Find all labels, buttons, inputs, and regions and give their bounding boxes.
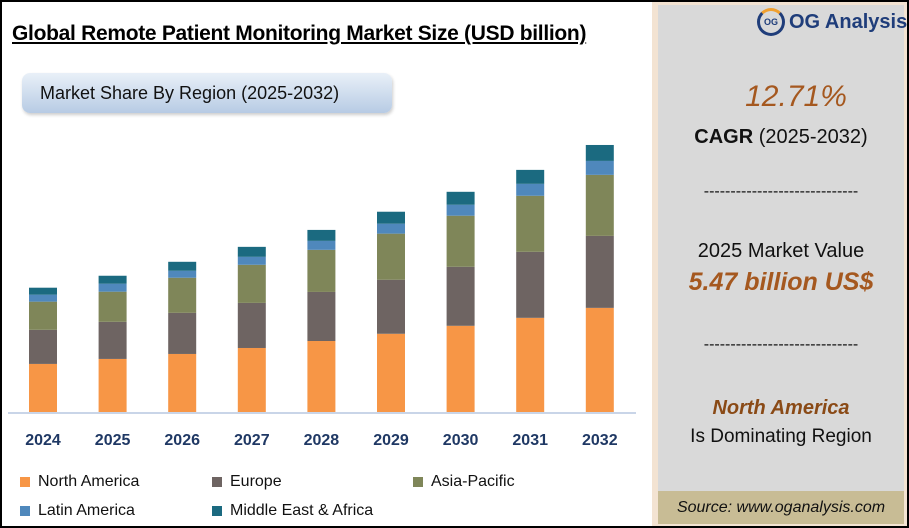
bar-segment-asia-pacific-2024 bbox=[29, 301, 57, 330]
legend-item-europe: Europe bbox=[212, 473, 282, 491]
x-tick-label: 2024 bbox=[25, 432, 61, 449]
subtitle-pill: Market Share By Region (2025-2032) bbox=[22, 73, 392, 113]
cagr-value: 12.71% bbox=[745, 80, 847, 113]
og-analysis-logo: OG OG Analysis bbox=[757, 8, 907, 36]
bar-segment-latin-america-2030 bbox=[446, 204, 475, 216]
bar-segment-middle-east-africa-2030 bbox=[446, 191, 475, 205]
bar-segment-north-america-2028 bbox=[307, 341, 336, 412]
bar-segment-latin-america-2032 bbox=[585, 160, 614, 175]
bar-segment-asia-pacific-2029 bbox=[377, 233, 405, 280]
bar-segment-latin-america-2027 bbox=[237, 256, 266, 265]
bar-segment-asia-pacific-2028 bbox=[307, 249, 336, 292]
x-tick-label: 2032 bbox=[582, 432, 618, 449]
bar-segment-europe-2030 bbox=[446, 266, 475, 326]
bar-segment-europe-2027 bbox=[237, 302, 266, 348]
legend-label: Asia-Pacific bbox=[431, 473, 515, 490]
bar-segment-middle-east-africa-2031 bbox=[516, 169, 545, 184]
bar-segment-asia-pacific-2032 bbox=[585, 174, 614, 236]
legend-item-asia-pacific: Asia-Pacific bbox=[413, 473, 515, 491]
bar-segment-north-america-2027 bbox=[237, 347, 266, 412]
legend-swatch bbox=[413, 477, 423, 487]
stacked-bar-chart: 2024 2025 2026 2027 2028 2029 2030 2031 2032 bbox=[8, 144, 636, 449]
dominant-region: North America bbox=[712, 397, 850, 419]
market-value: 5.47 billion US$ bbox=[688, 268, 874, 296]
x-tick-label: 2030 bbox=[443, 432, 479, 449]
bar-segment-asia-pacific-2027 bbox=[237, 264, 266, 303]
bar-segment-middle-east-africa-2029 bbox=[377, 211, 405, 224]
bar-segment-europe-2031 bbox=[516, 251, 545, 318]
divider: ----------------------------- bbox=[703, 183, 859, 200]
bar-segment-north-america-2026 bbox=[168, 353, 197, 412]
bar-segment-middle-east-africa-2026 bbox=[168, 261, 197, 271]
bar-segment-asia-pacific-2031 bbox=[516, 195, 545, 252]
legend-item-middle-east-africa: Middle East & Africa bbox=[212, 502, 373, 520]
bar-segment-latin-america-2026 bbox=[168, 270, 197, 278]
x-tick-label: 2026 bbox=[164, 432, 200, 449]
bar-segment-north-america-2031 bbox=[516, 317, 545, 412]
bar-segment-latin-america-2028 bbox=[307, 240, 336, 250]
x-tick-label: 2029 bbox=[373, 432, 409, 449]
cagr-label: CAGR (2025-2032) bbox=[658, 126, 904, 149]
bar-segment-latin-america-2029 bbox=[377, 223, 405, 234]
source-bar: Source: www.oganalysis.com bbox=[658, 491, 904, 524]
cagr-label-bold: CAGR bbox=[694, 126, 754, 148]
bar-segment-middle-east-africa-2025 bbox=[98, 275, 127, 284]
bar-segment-asia-pacific-2026 bbox=[168, 277, 197, 313]
bar-segment-north-america-2032 bbox=[585, 307, 614, 412]
bar-segment-north-america-2025 bbox=[98, 358, 127, 412]
bar-segment-europe-2032 bbox=[585, 235, 614, 308]
bar-segment-europe-2024 bbox=[29, 329, 57, 364]
bar-segment-north-america-2029 bbox=[377, 333, 405, 412]
bar-segment-north-america-2024 bbox=[29, 363, 57, 412]
bar-segment-latin-america-2025 bbox=[98, 283, 127, 292]
bar-segment-middle-east-africa-2027 bbox=[237, 246, 266, 257]
summary-panel-inner bbox=[658, 5, 904, 491]
legend-label: Middle East & Africa bbox=[230, 502, 374, 519]
x-tick-label: 2031 bbox=[512, 432, 548, 449]
logo-text: OG Analysis bbox=[789, 10, 908, 33]
legend-item-north-america: North America bbox=[20, 473, 139, 491]
divider: ----------------------------- bbox=[703, 336, 859, 353]
legend-swatch bbox=[20, 506, 30, 516]
bar-segment-europe-2025 bbox=[98, 321, 127, 359]
bar-segment-asia-pacific-2030 bbox=[446, 215, 475, 267]
legend-label: North America bbox=[38, 473, 140, 490]
bar-segment-middle-east-africa-2032 bbox=[585, 144, 614, 161]
dominant-region-label: Is Dominating Region bbox=[690, 426, 872, 447]
bar-segment-latin-america-2024 bbox=[29, 294, 57, 302]
x-tick-label: 2025 bbox=[95, 432, 131, 449]
bar-segment-europe-2026 bbox=[168, 312, 197, 354]
legend-label: Latin America bbox=[38, 502, 135, 519]
bar-segment-middle-east-africa-2028 bbox=[307, 229, 336, 241]
bar-segment-north-america-2030 bbox=[446, 325, 475, 412]
bar-segment-middle-east-africa-2024 bbox=[29, 287, 57, 295]
bar-segment-latin-america-2031 bbox=[516, 183, 545, 196]
bar-segment-europe-2028 bbox=[307, 291, 336, 342]
market-value-label: 2025 Market Value bbox=[697, 240, 865, 262]
x-tick-label: 2028 bbox=[304, 432, 340, 449]
og-logo-icon: OG bbox=[757, 8, 785, 36]
bar-segment-europe-2029 bbox=[377, 279, 405, 334]
legend-swatch bbox=[212, 477, 222, 487]
legend-swatch bbox=[20, 477, 30, 487]
legend-label: Europe bbox=[230, 473, 282, 490]
legend-swatch bbox=[212, 506, 222, 516]
bar-segment-asia-pacific-2025 bbox=[98, 291, 127, 322]
cagr-period: (2025-2032) bbox=[758, 126, 868, 148]
x-tick-label: 2027 bbox=[234, 432, 270, 449]
legend-item-latin-america: Latin America bbox=[20, 502, 135, 520]
chart-title: Global Remote Patient Monitoring Market … bbox=[12, 22, 587, 45]
